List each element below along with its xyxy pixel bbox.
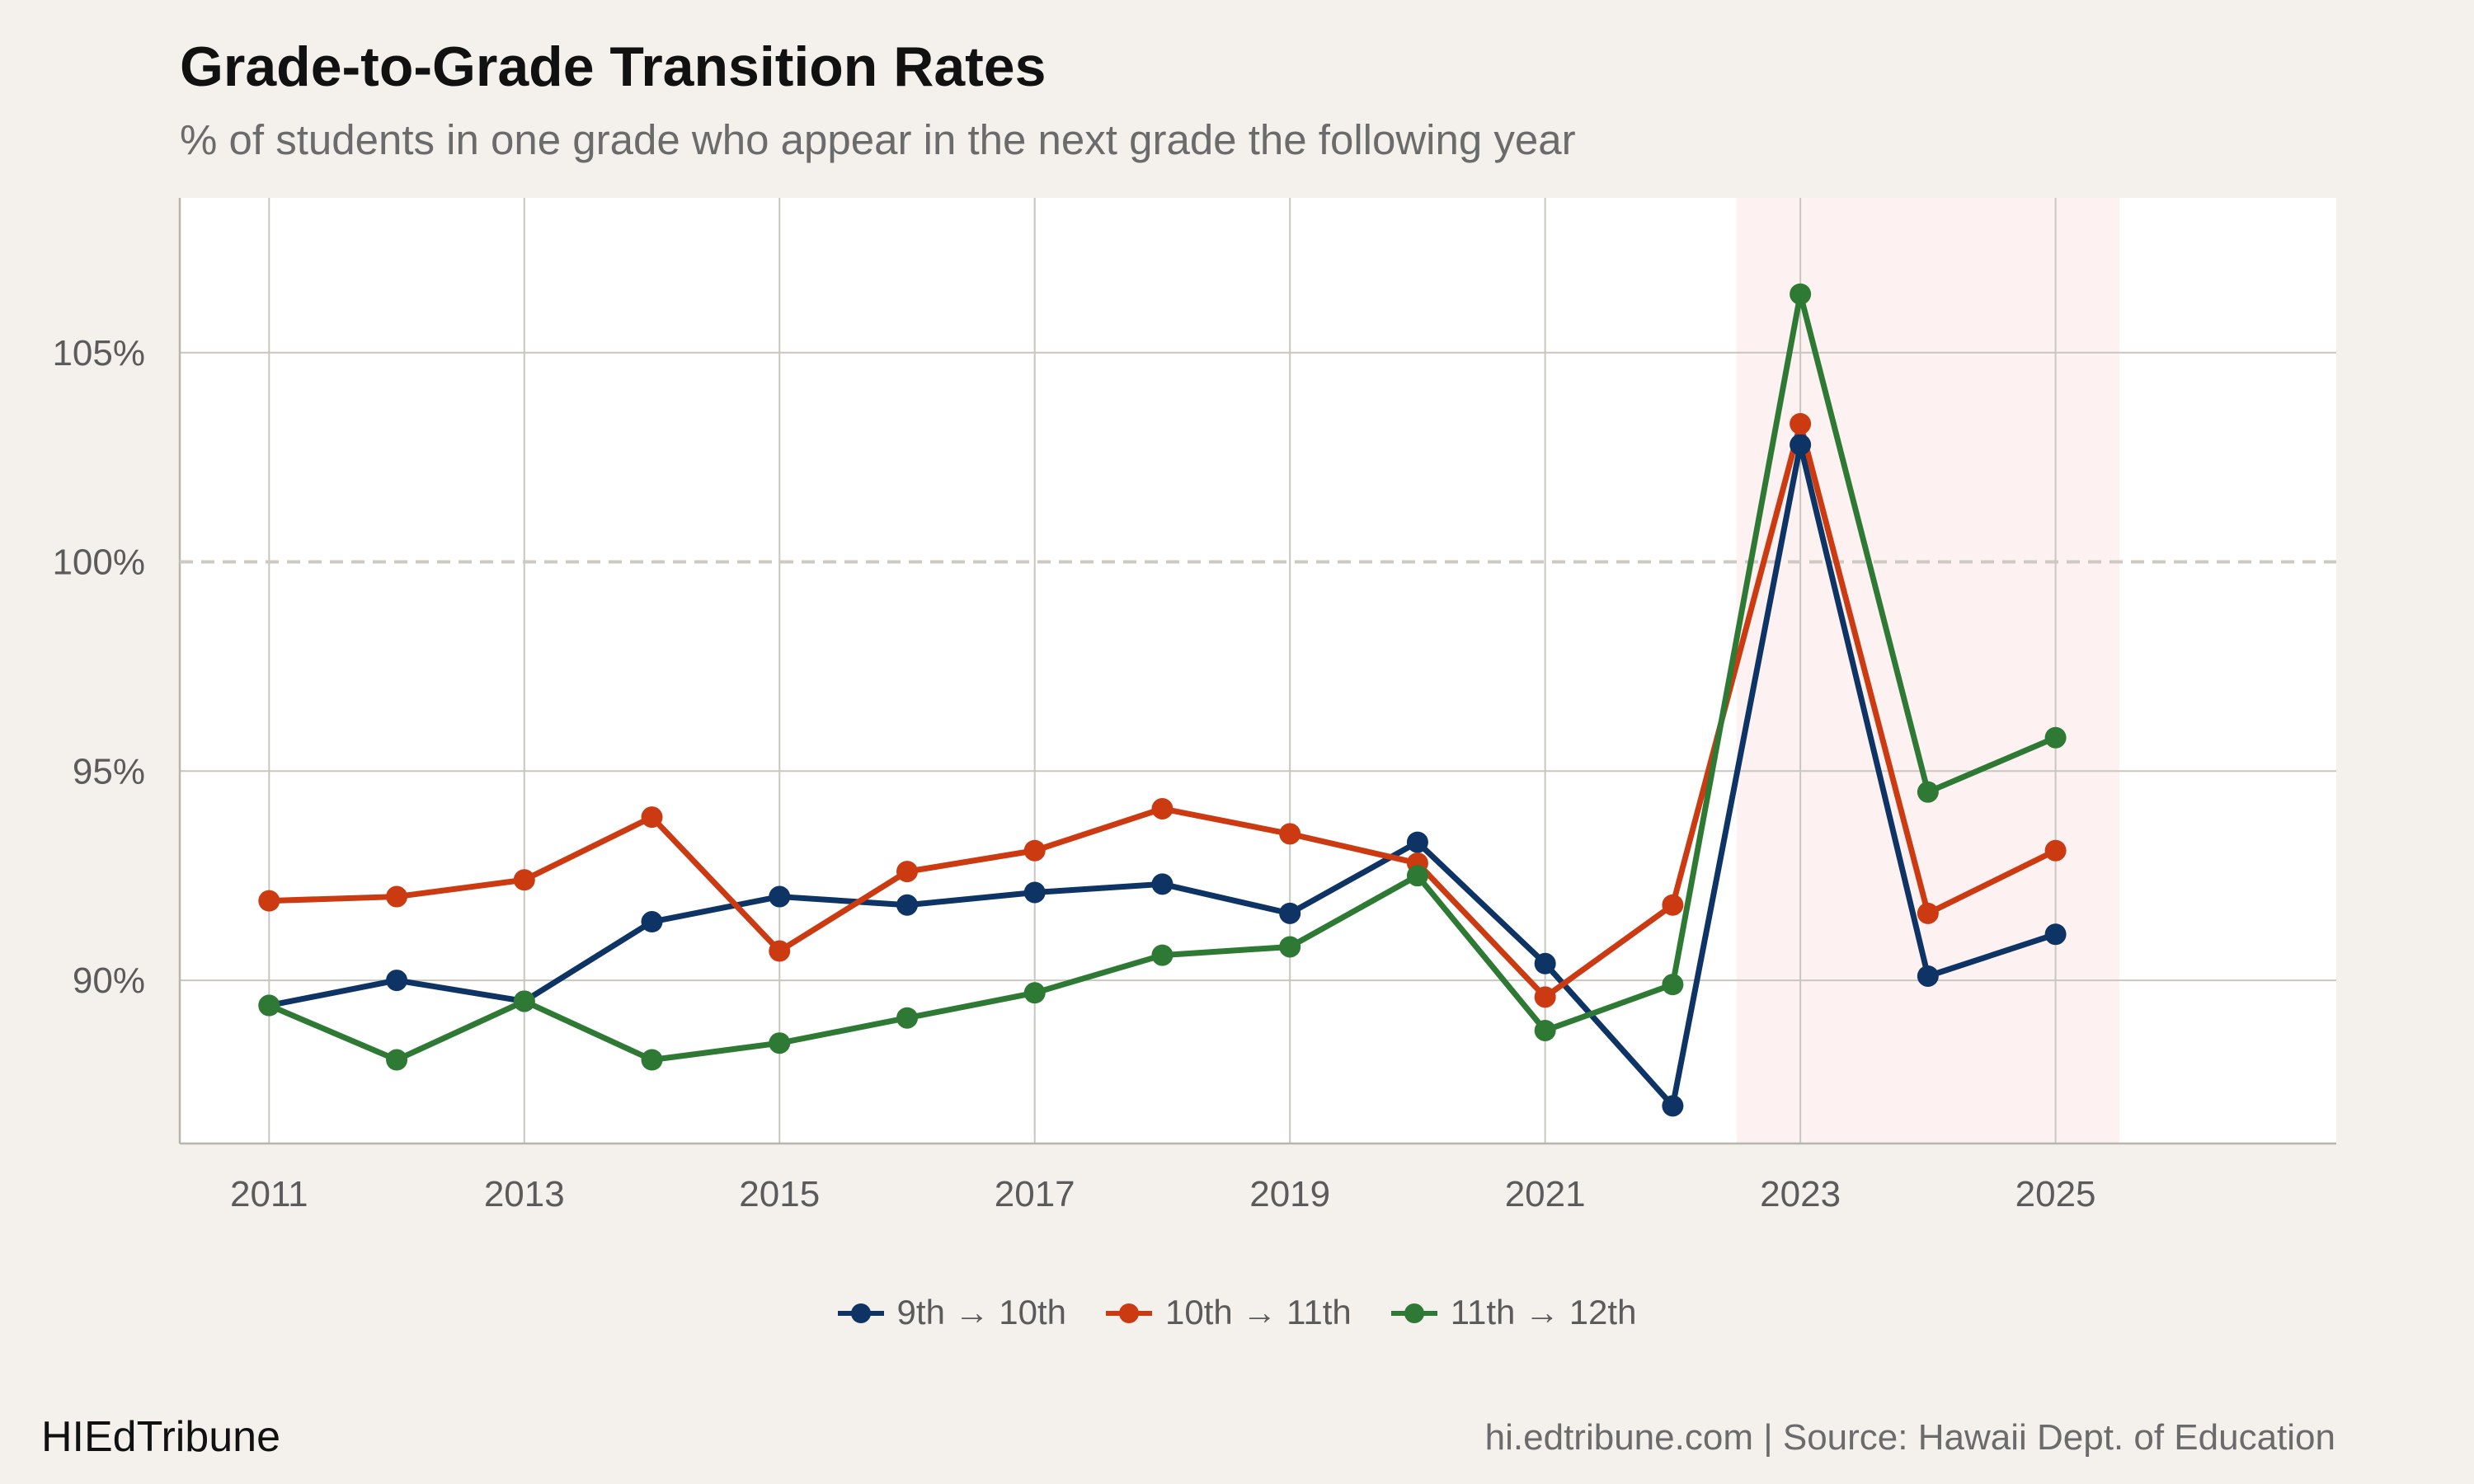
legend-label: 11th → 12th — [1450, 1293, 1637, 1331]
data-point — [386, 970, 408, 992]
y-tick-label: 100% — [52, 542, 145, 583]
y-tick-label: 105% — [52, 333, 145, 373]
data-point — [1790, 434, 1812, 456]
data-point — [769, 1032, 791, 1054]
data-point — [896, 1007, 918, 1029]
data-point — [769, 940, 791, 962]
data-point — [386, 1049, 408, 1071]
x-tick-label: 2023 — [1760, 1174, 1841, 1214]
legend-key — [1106, 1296, 1153, 1329]
data-point — [1662, 894, 1684, 916]
data-point — [1534, 952, 1556, 974]
data-point — [1406, 865, 1428, 887]
legend-key — [837, 1296, 884, 1329]
data-point — [2044, 726, 2067, 749]
x-tick-label: 2025 — [2015, 1174, 2096, 1214]
data-point — [896, 894, 918, 916]
chart-title: Grade-to-Grade Transition Rates — [180, 35, 1047, 98]
data-point — [1662, 974, 1684, 996]
legend-item: 10th → 11th — [1106, 1293, 1352, 1332]
data-point — [1534, 1019, 1556, 1041]
data-point — [1151, 797, 1174, 819]
legend-item: 11th → 12th — [1390, 1293, 1637, 1332]
data-point — [1151, 944, 1174, 966]
data-point — [1917, 781, 1939, 803]
data-point — [641, 806, 663, 829]
x-tick-label: 2011 — [230, 1174, 308, 1214]
data-point — [386, 885, 408, 908]
data-point — [1279, 936, 1301, 958]
data-point — [513, 869, 535, 891]
data-point — [1279, 902, 1301, 924]
data-point — [258, 994, 280, 1017]
source-note: hi.edtribune.com | Source: Hawaii Dept. … — [1484, 1417, 2335, 1458]
data-point — [513, 990, 535, 1012]
legend-item: 9th → 10th — [837, 1293, 1067, 1332]
data-point — [1917, 902, 1939, 924]
legend-label: 10th → 11th — [1165, 1293, 1352, 1331]
data-point — [2044, 839, 2067, 862]
data-point — [1662, 1095, 1684, 1117]
x-tick-label: 2021 — [1505, 1174, 1586, 1214]
data-point — [1790, 283, 1812, 305]
data-point — [1023, 982, 1046, 1004]
legend-label: 9th → 10th — [896, 1293, 1067, 1331]
data-point — [2044, 923, 2067, 946]
data-point — [1151, 873, 1174, 895]
data-point — [641, 1049, 663, 1071]
data-point — [1279, 823, 1301, 845]
data-point — [1790, 413, 1812, 435]
legend: 9th → 10th 10th → 11th 11th → 12th — [0, 1293, 2474, 1332]
y-tick-label: 90% — [73, 960, 145, 1001]
data-point — [258, 890, 280, 912]
y-tick-label: 95% — [73, 751, 145, 791]
data-point — [1023, 881, 1046, 904]
data-point — [896, 861, 918, 883]
data-point — [1534, 986, 1556, 1008]
data-point — [1406, 831, 1428, 853]
legend-key — [1390, 1296, 1437, 1329]
x-tick-label: 2015 — [739, 1174, 820, 1214]
data-point — [769, 885, 791, 908]
data-point — [1023, 839, 1046, 862]
x-tick-label: 2013 — [484, 1174, 565, 1214]
x-tick-label: 2019 — [1249, 1174, 1330, 1214]
brand-logo-text: HIEdTribune — [41, 1413, 280, 1461]
data-point — [1917, 965, 1939, 987]
x-tick-label: 2017 — [995, 1174, 1075, 1214]
chart-subtitle: % of students in one grade who appear in… — [180, 116, 1576, 163]
data-point — [641, 911, 663, 933]
